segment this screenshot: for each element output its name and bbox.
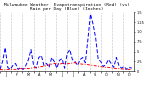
Text: Milwaukee Weather  Evapotranspiration (Red) (vs) Rain per Day (Blue) (Inches): Milwaukee Weather Evapotranspiration (Re… [4, 3, 130, 11]
